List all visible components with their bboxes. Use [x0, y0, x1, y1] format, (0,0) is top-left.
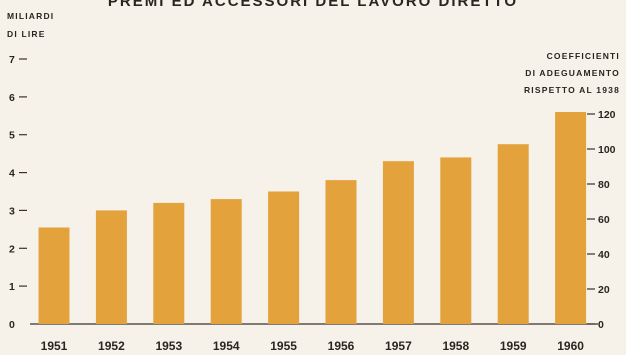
bar-1952: [95, 210, 127, 324]
bar-1960: [555, 112, 587, 324]
x-tick-label-1957: 1957: [385, 339, 412, 353]
y2-tick-label-120: 120: [598, 109, 616, 121]
x-tick-label-1960: 1960: [557, 339, 584, 353]
bar-1959: [497, 144, 529, 324]
y2-tick-label-80: 80: [598, 179, 610, 191]
bar-1957: [382, 161, 414, 324]
x-tick-label-1952: 1952: [98, 339, 125, 353]
y-tick-label-2: 2: [9, 243, 15, 255]
y-axis-title-line-2: DI LIRE: [7, 29, 46, 39]
x-tick-label-1951: 1951: [41, 339, 68, 353]
y-tick-label-3: 3: [9, 205, 15, 217]
x-axis-labels: 1951 1952 1953 1954 1955 1956 1957 1958 1959 1960: [41, 339, 585, 353]
y2-axis: 0 20 40 60 80 100 120: [587, 109, 616, 331]
y2-axis-title-line-3: RISPETTO AL 1938: [524, 85, 620, 95]
y-axis: 0 1 2 3 4 5 6 7: [9, 54, 27, 331]
bar-1956: [325, 180, 357, 324]
x-tick-label-1959: 1959: [500, 339, 527, 353]
y2-axis-title-line-2: DI ADEGUAMENTO: [525, 68, 620, 78]
y-tick-label-6: 6: [9, 92, 15, 104]
y-tick-label-5: 5: [9, 130, 15, 142]
y-axis-title-line-1: MILIARDI: [7, 11, 54, 21]
bar-1958: [440, 157, 472, 324]
x-tick-label-1956: 1956: [328, 339, 355, 353]
y-tick-label-4: 4: [9, 168, 15, 180]
bar-1955: [268, 191, 300, 324]
y-tick-label-0: 0: [9, 319, 15, 331]
chart-title: PREMI ED ACCESSORI DEL LAVORO DIRETTO: [108, 0, 518, 10]
x-tick-label-1954: 1954: [213, 339, 240, 353]
x-tick-label-1958: 1958: [442, 339, 469, 353]
y2-axis-title-line-1: COEFFICIENTI: [547, 51, 620, 61]
y2-tick-label-20: 20: [598, 284, 610, 296]
y2-tick-label-40: 40: [598, 249, 610, 261]
bars-group: [38, 112, 587, 324]
y-tick-label-1: 1: [9, 281, 15, 293]
bar-1951: [38, 227, 70, 324]
y2-tick-label-100: 100: [598, 144, 616, 156]
y-tick-label-7: 7: [9, 54, 15, 66]
x-tick-label-1955: 1955: [270, 339, 297, 353]
y2-tick-label-60: 60: [598, 214, 610, 226]
bar-1954: [210, 199, 242, 324]
bar-1953: [153, 202, 185, 324]
y2-tick-label-0: 0: [598, 319, 604, 331]
x-tick-label-1953: 1953: [155, 339, 182, 353]
